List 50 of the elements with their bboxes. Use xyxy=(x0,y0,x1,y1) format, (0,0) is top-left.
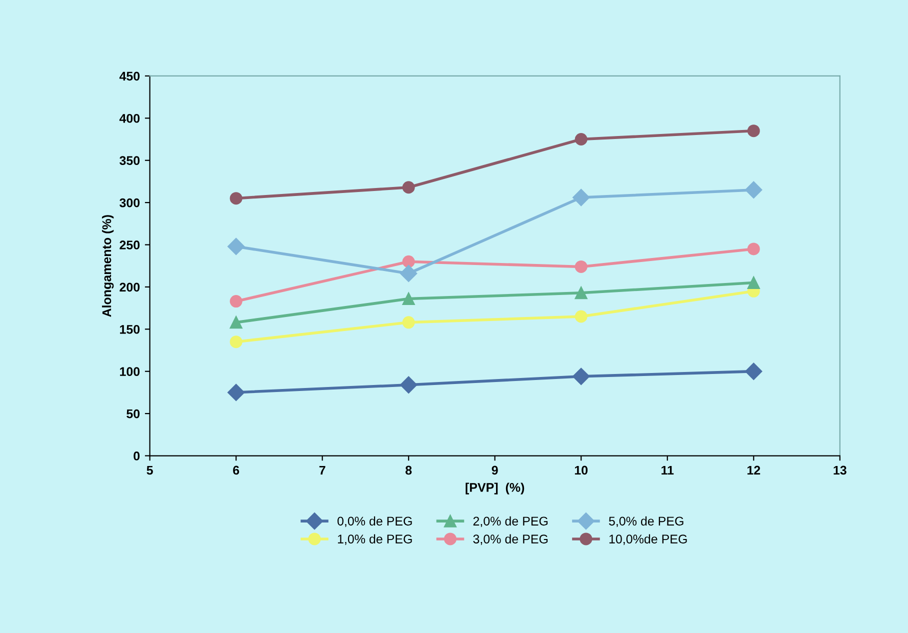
legend-label: 1,0% de PEG xyxy=(338,534,412,545)
point xyxy=(745,181,762,198)
x-axis-title: [PVP] (%) xyxy=(466,482,524,494)
point xyxy=(230,336,242,348)
point xyxy=(402,316,415,329)
y-tick-label: 400 xyxy=(119,114,140,123)
point xyxy=(402,255,415,268)
legend-label: 5,0% de PEG xyxy=(608,516,684,528)
x-tick-label: 5 xyxy=(146,466,153,475)
y-tick-label: 150 xyxy=(120,324,140,334)
x-tick-label: 7 xyxy=(319,466,326,475)
legend-label: 2,0% de PEG xyxy=(473,516,548,528)
x-tick-label: 13 xyxy=(834,466,846,475)
point xyxy=(574,260,588,273)
legend-label: 0,0% de PEG xyxy=(338,516,412,528)
y-tick-label: 300 xyxy=(120,198,140,208)
legend-label: 10,0%de PEG xyxy=(609,534,687,545)
point xyxy=(747,124,760,138)
y-tick-label: 50 xyxy=(126,409,140,418)
point xyxy=(745,362,762,380)
point xyxy=(230,316,242,329)
x-tick-label: 9 xyxy=(492,466,498,475)
point xyxy=(574,133,588,146)
point xyxy=(402,181,415,194)
x-tick-label: 12 xyxy=(747,466,760,475)
y-tick-label: 350 xyxy=(120,156,140,166)
point xyxy=(747,242,760,256)
point xyxy=(400,264,418,282)
point xyxy=(572,188,590,206)
y-tick-label: 450 xyxy=(119,72,140,81)
y-tick-label: 200 xyxy=(120,282,140,292)
point xyxy=(574,310,588,323)
point xyxy=(228,384,245,402)
point xyxy=(572,368,590,385)
x-tick-label: 10 xyxy=(574,466,588,475)
point xyxy=(228,238,245,255)
point xyxy=(747,276,760,289)
point xyxy=(402,292,415,306)
y-axis-title: Alongamento (%) xyxy=(102,215,114,317)
y-tick-label: 100 xyxy=(120,367,140,376)
point xyxy=(230,192,242,205)
x-tick-label: 11 xyxy=(662,466,674,475)
x-tick-label: 6 xyxy=(233,466,240,475)
legend-label: 3,0% de PEG xyxy=(473,534,548,545)
y-tick-label: 250 xyxy=(120,240,140,250)
point xyxy=(400,376,418,394)
point xyxy=(230,295,242,308)
x-tick-label: 8 xyxy=(406,466,412,475)
point xyxy=(574,286,588,300)
y-tick-label: 0 xyxy=(134,452,140,460)
